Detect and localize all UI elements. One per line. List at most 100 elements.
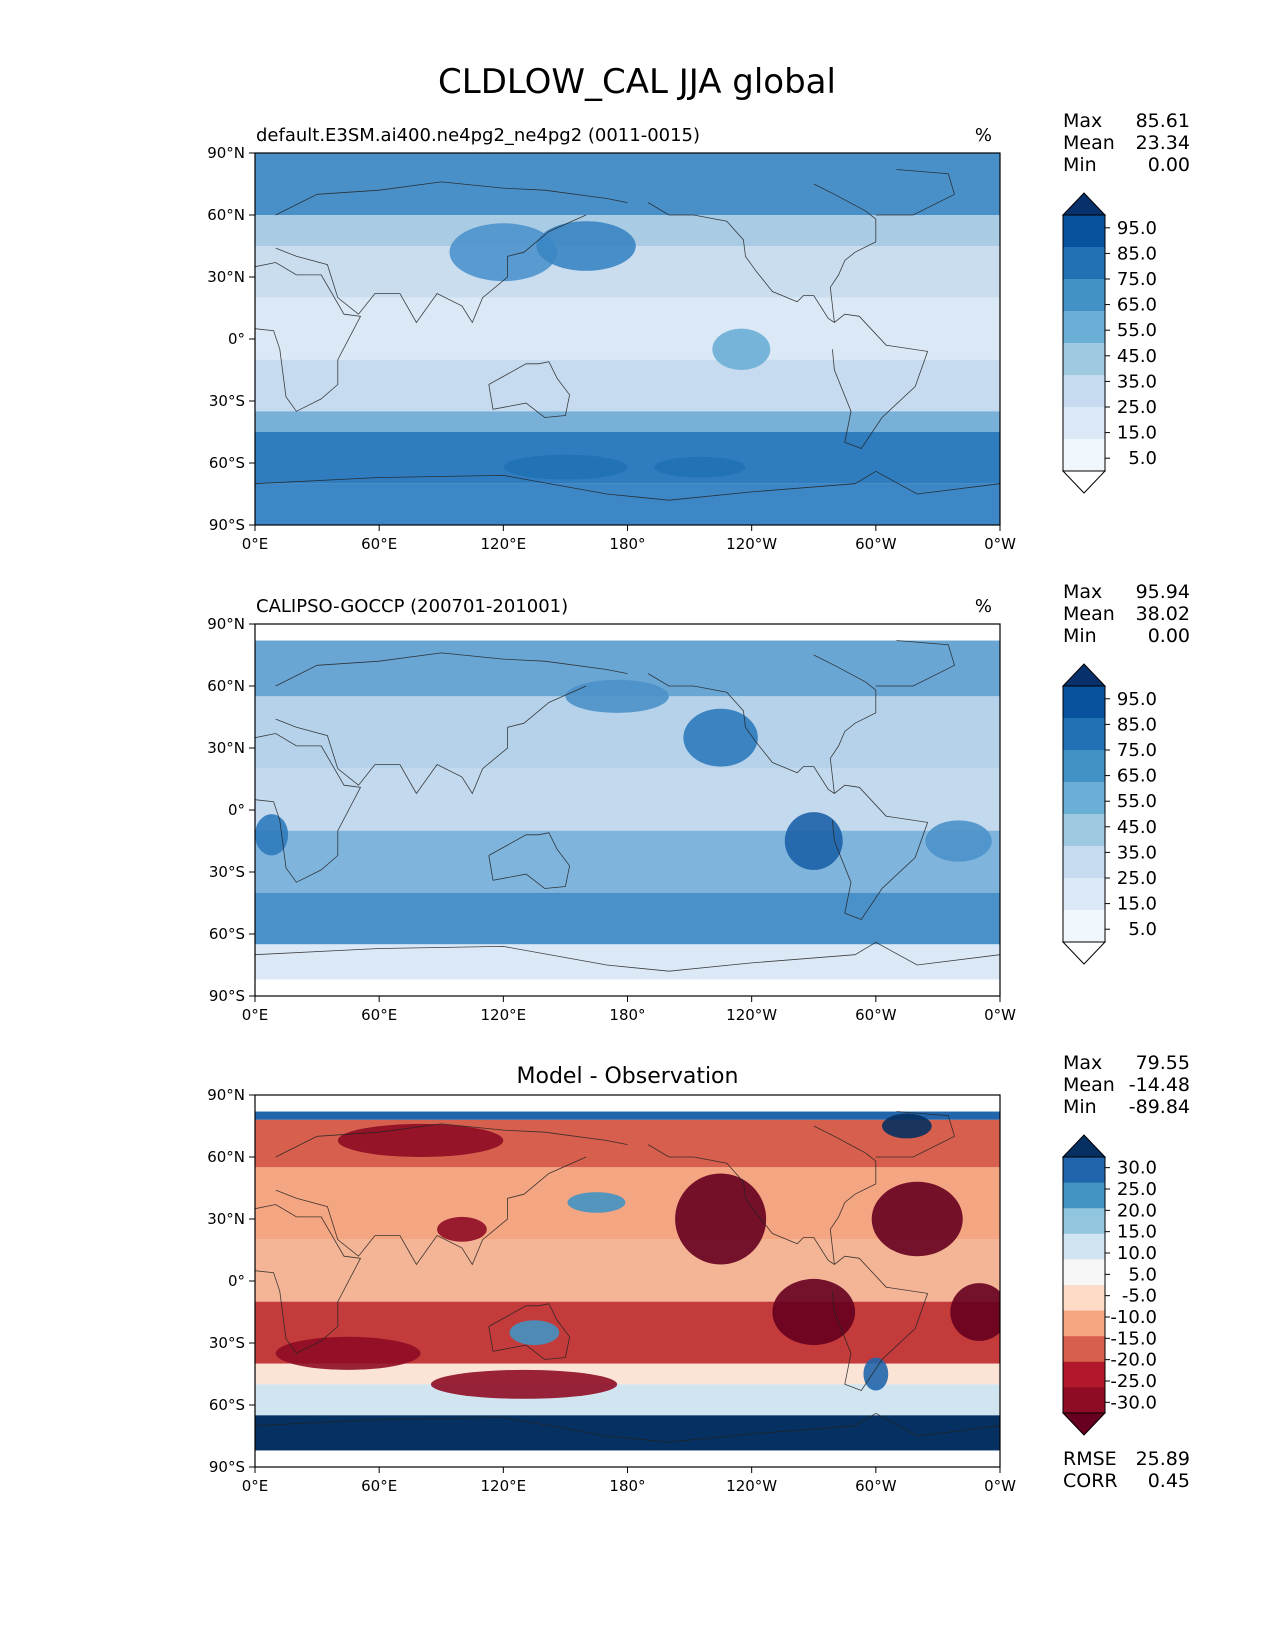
field-patch-0 xyxy=(337,1123,504,1157)
field-band-6 xyxy=(255,432,1000,484)
colorbar-segment xyxy=(1063,878,1105,911)
field-band-4 xyxy=(255,830,1000,893)
x-tick-label: 0°E xyxy=(242,1477,269,1495)
colorbar-frame xyxy=(1062,685,1106,943)
colorbar-segment xyxy=(1063,343,1105,376)
y-tick-label: 60°S xyxy=(209,925,245,943)
colorbar-label: 10.0 xyxy=(1117,1243,1157,1264)
coastline-2 xyxy=(255,1204,362,1354)
colorbar: 95.0 85.0 75.0 65.0 55.0 45.0 35.0 25.0 15.0 5.0 xyxy=(1061,663,1157,965)
coastlines xyxy=(255,640,1000,972)
colorbar-label: 35.0 xyxy=(1117,842,1157,863)
coastline-6 xyxy=(875,640,955,687)
colorbar-segment xyxy=(1063,782,1105,815)
field-patch-11 xyxy=(437,1216,487,1242)
field-patch-10 xyxy=(882,1113,932,1139)
coastline-3 xyxy=(488,832,571,889)
coastline-1 xyxy=(275,1156,587,1266)
coastline-3 xyxy=(488,361,571,418)
field-patch-1 xyxy=(784,812,843,870)
figure-title: CLDLOW_CAL JJA global xyxy=(438,62,836,102)
field-patch-6 xyxy=(275,1336,421,1370)
x-tick-label: 60°W xyxy=(855,1477,897,1495)
y-tick-label: 90°S xyxy=(209,516,245,534)
colorbar-label: 55.0 xyxy=(1117,791,1157,812)
stat-label-min: Min xyxy=(1063,154,1097,176)
map-field xyxy=(255,153,1000,525)
stat-value-max: 95.94 xyxy=(1136,581,1190,603)
panel-title: default.E3SM.ai400.ne4pg2_ne4pg2 (0011-0… xyxy=(256,125,700,146)
colorbar-label: -10.0 xyxy=(1110,1307,1157,1328)
colorbar-segment xyxy=(1063,1310,1105,1337)
panels: 0°E 60°E 120°E 180° 120°W 60°W 0°W 90°N 60°N 30°N… xyxy=(207,110,1190,1495)
x-tick-label: 120°E xyxy=(481,1006,527,1024)
field-patch-4 xyxy=(565,679,669,713)
stat-label-mean: Mean xyxy=(1063,603,1115,625)
colorbar-segment xyxy=(1063,750,1105,783)
y-tick-label: 30°N xyxy=(207,739,245,757)
field-patch-1 xyxy=(536,221,636,271)
colorbar-segment xyxy=(1063,686,1105,719)
x-tick-label: 60°W xyxy=(855,1006,897,1024)
x-tick-label: 60°W xyxy=(855,535,897,553)
field-band-4 xyxy=(255,359,1000,412)
x-tick-label: 120°W xyxy=(726,1477,777,1495)
colorbar-label: 25.0 xyxy=(1117,1179,1157,1200)
field-patch-9 xyxy=(863,1357,889,1391)
colorbar-segment xyxy=(1063,1336,1105,1363)
metric-value-rmse: 25.89 xyxy=(1136,1448,1190,1470)
x-tick-label: 120°W xyxy=(726,535,777,553)
coastline-7 xyxy=(255,1412,1000,1443)
units-label: % xyxy=(975,596,992,617)
colorbar-segment xyxy=(1063,718,1105,751)
x-tick-label: 120°W xyxy=(726,1006,777,1024)
coastline-1 xyxy=(275,214,587,324)
colorbar-label: 85.0 xyxy=(1117,714,1157,735)
panel-title: Model - Observation xyxy=(517,1064,739,1089)
x-tick-label: 60°E xyxy=(361,535,397,553)
metric-label-corr: CORR xyxy=(1063,1470,1118,1492)
colorbar-label: 25.0 xyxy=(1117,868,1157,889)
x-tick-label: 0°E xyxy=(242,1006,269,1024)
y-tick-label: 60°S xyxy=(209,454,245,472)
colorbar-label: 5.0 xyxy=(1128,448,1157,469)
coastline-3 xyxy=(488,1303,571,1360)
stat-label-max: Max xyxy=(1063,581,1102,603)
field-patch-3 xyxy=(772,1278,856,1346)
colorbar-label: 75.0 xyxy=(1117,740,1157,761)
y-tick-label: 30°S xyxy=(209,863,245,881)
field-band-7 xyxy=(255,1384,1000,1416)
colorbar-label: 15.0 xyxy=(1117,423,1157,444)
colorbar-label: 95.0 xyxy=(1117,218,1157,239)
x-tick-label: 0°W xyxy=(984,535,1016,553)
coastlines xyxy=(255,1111,1000,1443)
y-tick-label: 90°S xyxy=(209,1458,245,1476)
metric-value-corr: 0.45 xyxy=(1148,1470,1190,1492)
stat-label-min: Min xyxy=(1063,625,1097,647)
x-tick-label: 60°E xyxy=(361,1477,397,1495)
field-patch-7 xyxy=(567,1192,626,1213)
coastline-6 xyxy=(875,1111,955,1158)
field-patch-0 xyxy=(683,708,758,767)
coastline-4 xyxy=(647,673,929,920)
coastline-0 xyxy=(275,1123,628,1158)
colorbar-segment xyxy=(1063,215,1105,248)
map-panel-3: 0°E 60°E 120°E 180° 120°W 60°W 0°W 90°N 60°N 30°N… xyxy=(207,1052,1190,1495)
field-band-6 xyxy=(255,944,1000,980)
field-band-7 xyxy=(255,483,1000,525)
field-patch-3 xyxy=(503,454,628,480)
field-band-7 xyxy=(255,979,1000,996)
field-band-0 xyxy=(255,1095,1000,1112)
field-patch-2 xyxy=(712,328,771,371)
field-patch-5 xyxy=(430,1369,618,1399)
stat-value-mean: -14.48 xyxy=(1129,1074,1190,1096)
metric-label-rmse: RMSE xyxy=(1063,1448,1117,1470)
colorbar-segment xyxy=(1063,247,1105,280)
y-tick-label: 30°N xyxy=(207,1210,245,1228)
colorbar-segment xyxy=(1063,1157,1105,1184)
y-tick-label: 60°N xyxy=(207,206,245,224)
colorbar-label: 30.0 xyxy=(1117,1158,1157,1179)
x-tick-label: 180° xyxy=(609,535,645,553)
stat-value-mean: 23.34 xyxy=(1136,132,1190,154)
